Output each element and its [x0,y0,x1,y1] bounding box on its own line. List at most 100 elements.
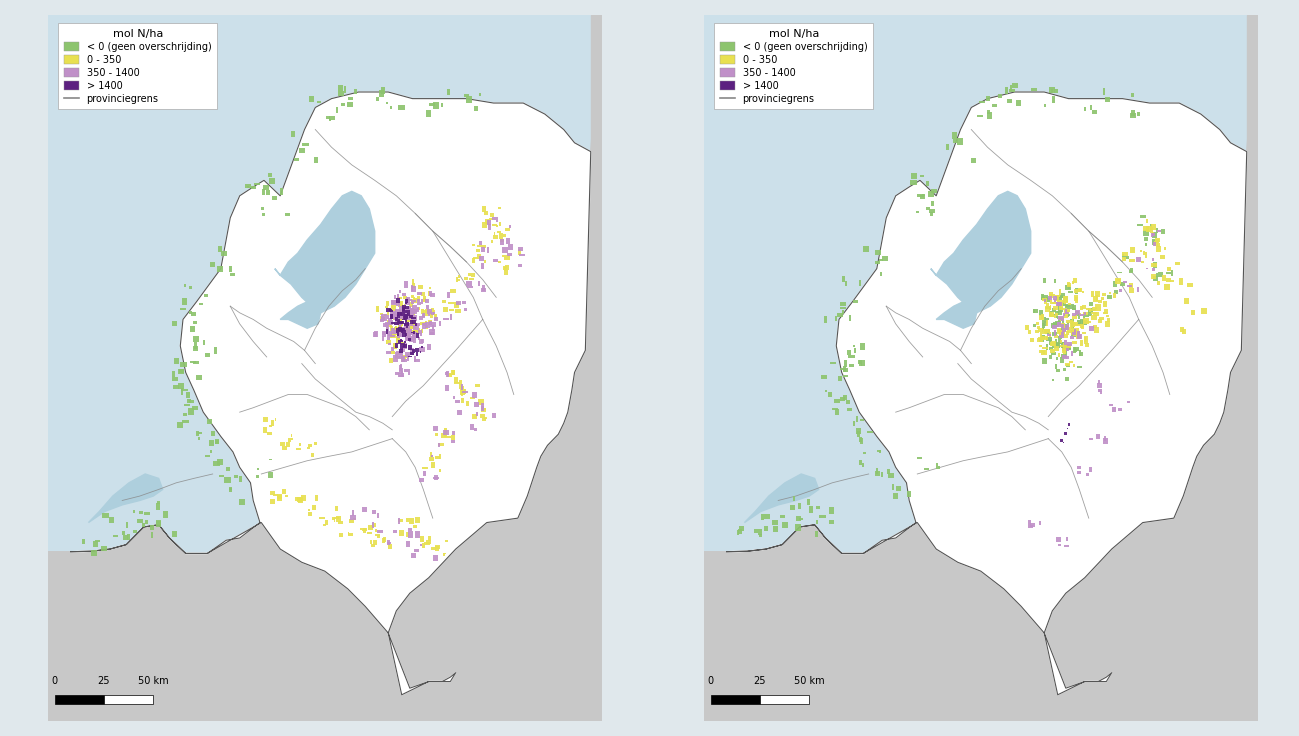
Bar [295,497,300,500]
Bar [1151,233,1154,236]
Bar [1076,297,1078,302]
Bar [417,302,421,305]
Bar [1092,110,1098,114]
Bar [414,531,421,538]
Bar [390,336,392,338]
Bar [1070,336,1073,339]
Bar [764,514,770,519]
Bar [1031,88,1037,91]
Bar [473,257,478,258]
Bar [446,371,448,377]
Bar [412,333,416,338]
Bar [449,314,452,320]
Bar [399,314,403,319]
Bar [466,96,472,103]
Bar [412,330,418,334]
Bar [1079,325,1085,328]
Bar [1057,305,1061,312]
Bar [1050,305,1051,311]
Bar [443,300,446,303]
Bar [396,298,400,302]
Bar [1066,347,1072,350]
Bar [194,336,200,342]
Bar [1060,317,1064,320]
Bar [372,523,375,528]
Bar [1099,381,1100,384]
Bar [181,388,183,394]
Bar [1164,247,1167,250]
Bar [362,528,366,531]
Bar [386,308,391,311]
Bar [187,399,191,403]
Bar [229,487,233,490]
Bar [410,286,413,291]
Bar [403,330,407,334]
Bar [451,369,455,375]
Bar [403,308,405,312]
Bar [1051,341,1056,346]
Bar [269,173,271,177]
Bar [409,317,413,319]
Bar [407,314,408,317]
Bar [413,338,416,343]
Bar [372,522,374,528]
Bar [825,390,827,392]
Bar [207,419,212,424]
Bar [1040,314,1043,319]
Bar [492,413,496,418]
Bar [456,278,460,281]
Bar [399,368,404,374]
Bar [852,422,855,426]
Bar [317,101,321,104]
Bar [405,299,412,301]
Bar [1150,227,1152,233]
Bar [412,332,417,334]
Bar [850,315,851,321]
Bar [400,339,403,342]
Bar [439,321,440,325]
Bar [413,321,414,325]
Bar [772,520,778,526]
Bar [952,132,957,139]
Bar [1064,545,1069,547]
Bar [333,517,335,520]
Bar [1050,305,1051,310]
Bar [1165,272,1172,274]
Bar [847,408,852,411]
Bar [383,537,387,542]
Bar [421,346,423,348]
Polygon shape [1044,15,1257,721]
Bar [174,358,179,364]
Bar [405,302,410,305]
Bar [396,302,400,306]
Bar [1056,369,1060,372]
Bar [405,541,410,547]
Bar [405,333,407,336]
Bar [264,185,269,190]
Bar [1076,324,1081,326]
Bar [399,322,400,325]
Bar [1070,321,1074,327]
Bar [1167,267,1170,271]
Bar [1057,323,1060,327]
Bar [505,265,509,269]
Bar [1046,318,1048,320]
Bar [470,397,475,399]
Bar [197,432,203,434]
Bar [420,537,423,542]
Bar [485,219,490,224]
Bar [1077,466,1081,470]
Bar [403,328,405,332]
Bar [404,342,405,344]
Bar [1164,284,1170,289]
Bar [505,238,509,244]
Bar [790,505,795,510]
Bar [1065,378,1069,381]
Bar [1091,309,1096,311]
Bar [417,307,420,310]
Bar [396,294,399,299]
Bar [1059,289,1061,295]
Bar [405,327,409,332]
Bar [1157,230,1161,233]
Bar [481,403,485,409]
